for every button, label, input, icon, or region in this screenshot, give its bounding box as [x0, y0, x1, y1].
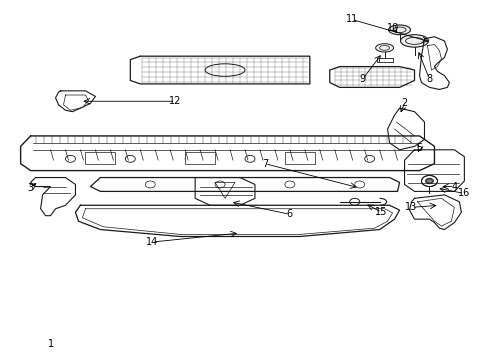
Text: 3: 3 [27, 183, 34, 193]
Text: 9: 9 [359, 74, 365, 84]
Text: 8: 8 [426, 74, 432, 84]
Text: 14: 14 [146, 237, 158, 247]
FancyBboxPatch shape [285, 152, 314, 165]
Text: 12: 12 [169, 96, 181, 106]
FancyBboxPatch shape [185, 152, 215, 165]
Ellipse shape [375, 44, 393, 52]
Text: 1: 1 [47, 339, 54, 349]
Text: 11: 11 [345, 14, 357, 24]
Text: 13: 13 [405, 202, 417, 212]
FancyBboxPatch shape [85, 152, 115, 165]
Ellipse shape [400, 35, 427, 47]
Text: 15: 15 [375, 207, 387, 217]
Text: 5: 5 [415, 143, 422, 153]
Text: 10: 10 [386, 23, 399, 33]
Text: 16: 16 [457, 189, 469, 198]
Ellipse shape [388, 25, 410, 35]
Text: 2: 2 [401, 98, 407, 108]
Text: 4: 4 [450, 181, 457, 192]
Circle shape [426, 179, 431, 183]
Text: 6: 6 [286, 209, 292, 219]
Text: 7: 7 [261, 159, 267, 169]
